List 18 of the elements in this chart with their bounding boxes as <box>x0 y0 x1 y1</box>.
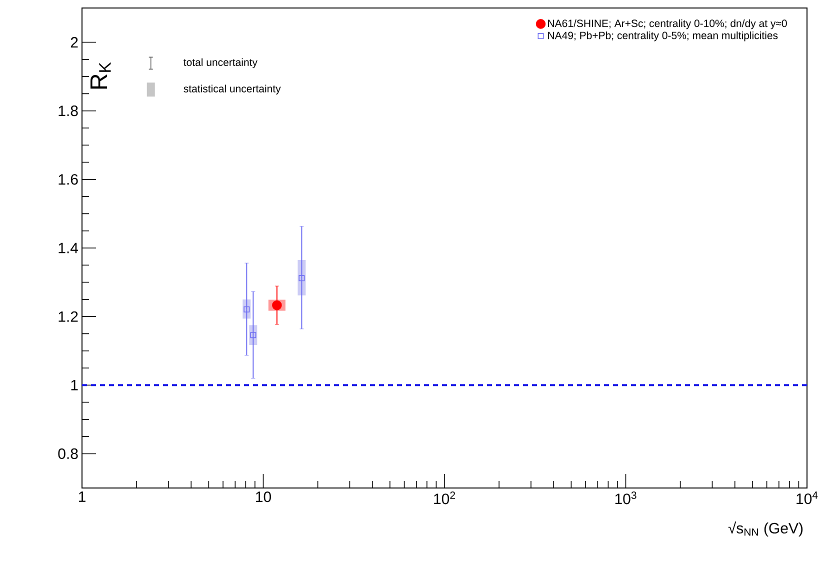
y-tick-label: 1.4 <box>58 242 78 254</box>
x-tick-label: 10$^{2}$ <box>434 492 455 504</box>
x-tick-label: 10$^{4}$ <box>796 492 818 504</box>
y-tick-label: 2 <box>70 37 78 48</box>
y-tick-label: 1.2 <box>58 311 78 322</box>
x-tick-label: 10$^{3}$ <box>615 492 636 504</box>
annotation: statistical uncertainty <box>184 84 281 94</box>
y-tick-label: 0.8 <box>58 448 78 460</box>
y-tick-label: 1 <box>71 380 78 390</box>
legend-label: NA61/SHINE; Ar+Sc; centrality 0-10%; dn/dy at y≈0 <box>548 19 787 30</box>
y-tick-label: 1.6 <box>58 174 78 185</box>
x-tick-label: 10 <box>256 492 271 502</box>
x-axis-title: √s$_{NN}$ (GeV) <box>728 522 803 536</box>
y-tick-label: 1.8 <box>58 106 78 116</box>
annotation: total uncertainty <box>184 58 258 68</box>
x-tick-label: 1 <box>78 492 86 502</box>
legend-label: NA49; Pb+Pb; centrality 0-5%; mean multiplicities <box>548 31 778 42</box>
y-axis-title: R$_{K}$ <box>90 62 111 89</box>
